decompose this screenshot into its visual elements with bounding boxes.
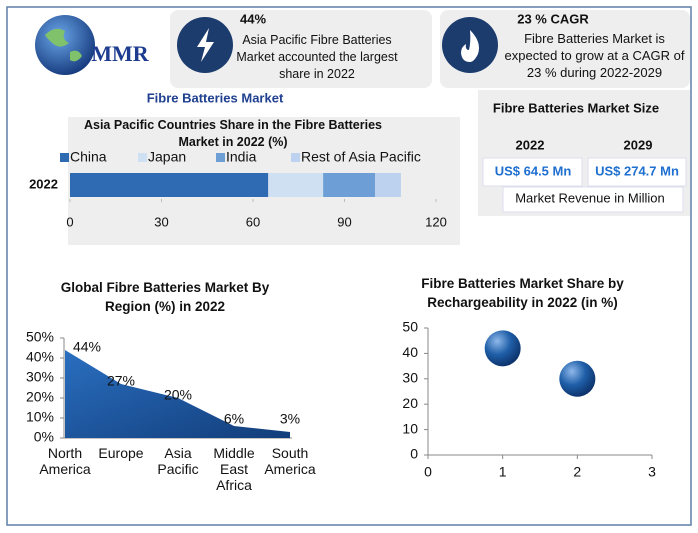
x-tick-label: 90 [337, 214, 351, 229]
y-tick-label: 50 [402, 319, 418, 335]
size-year: 2029 [624, 137, 653, 152]
size-value: US$ 274.7 Mn [595, 163, 679, 178]
value-label: 20% [164, 387, 192, 403]
x-tick-label: Asia Pacific [157, 445, 198, 477]
x-tick-label: 0 [424, 464, 432, 480]
y-tick-label: 30% [26, 369, 54, 385]
x-tick-label: Europe [98, 445, 143, 461]
size-title: Fibre Batteries Market Size [493, 100, 659, 115]
y-tick-label: 50% [26, 329, 54, 345]
y-tick-label: 10 [402, 420, 418, 436]
y-tick-label: 20 [402, 395, 418, 411]
legend-label: Japan [148, 149, 186, 165]
flame-icon [461, 30, 479, 62]
stat-box [440, 10, 690, 88]
bolt-icon [197, 28, 214, 62]
y-tick-label: 20% [26, 389, 54, 405]
y-tick-label: 10% [26, 409, 54, 425]
note-box [502, 186, 684, 213]
y-tick-label: 2022 [29, 176, 58, 191]
x-tick-label: South America [264, 445, 316, 477]
value-box [587, 157, 687, 187]
legend-label: China [70, 149, 107, 165]
legend-swatch [216, 153, 225, 162]
x-tick-label: 120 [425, 214, 447, 229]
stat-text: Asia Pacific Fibre Batteries Market acco… [236, 33, 398, 81]
bar-segment [268, 173, 324, 197]
stat-value: 23 % CAGR [517, 11, 589, 26]
bar-segment [70, 173, 269, 197]
chart-title: Global Fibre Batteries Market By Region … [60, 280, 270, 314]
legend-label: Rest of Asia Pacific [301, 149, 421, 165]
y-tick-label: 40 [402, 344, 418, 360]
x-tick-label: Middle East Africa [213, 445, 254, 493]
bar-segment [323, 173, 375, 197]
stat-box [170, 10, 432, 88]
legend-swatch [291, 153, 300, 162]
value-label: 6% [224, 411, 244, 427]
value-label: 27% [107, 373, 135, 389]
area [65, 350, 290, 438]
x-tick-label: North America [39, 445, 91, 477]
legend-label: India [226, 149, 257, 165]
x-tick-label: 60 [246, 214, 260, 229]
chart-title: Fibre Batteries Market Share by Recharge… [421, 276, 624, 310]
value-label: 3% [280, 411, 300, 427]
section-title: Fibre Batteries Market [147, 90, 284, 105]
value-label: 44% [73, 339, 101, 355]
stat-text: Fibre Batteries Market is expected to gr… [504, 31, 685, 80]
chart-title: Asia Pacific Countries Share in the Fibr… [83, 118, 382, 149]
bubble [484, 330, 521, 367]
bar-segment [375, 173, 401, 197]
x-tick-label: 30 [154, 214, 168, 229]
y-tick-label: 40% [26, 349, 54, 365]
x-tick-label: 0 [66, 214, 73, 229]
y-tick-label: 0 [410, 446, 418, 462]
x-tick-label: 1 [499, 464, 507, 480]
frame [6, 6, 692, 526]
x-tick-label: 2 [573, 464, 581, 480]
size-value: US$ 64.5 Mn [495, 163, 572, 178]
bubble [559, 360, 596, 397]
legend-swatch [138, 153, 147, 162]
y-tick-label: 0% [34, 429, 54, 445]
logo-text: MMR [91, 41, 150, 66]
logo-land [45, 28, 82, 62]
size-year: 2022 [516, 137, 545, 152]
stat-value: 44% [240, 11, 266, 26]
x-tick-label: 3 [648, 464, 656, 480]
legend-swatch [60, 153, 69, 162]
value-box [482, 157, 583, 187]
y-tick-label: 30 [402, 370, 418, 386]
size-note: Market Revenue in Million [515, 190, 665, 205]
